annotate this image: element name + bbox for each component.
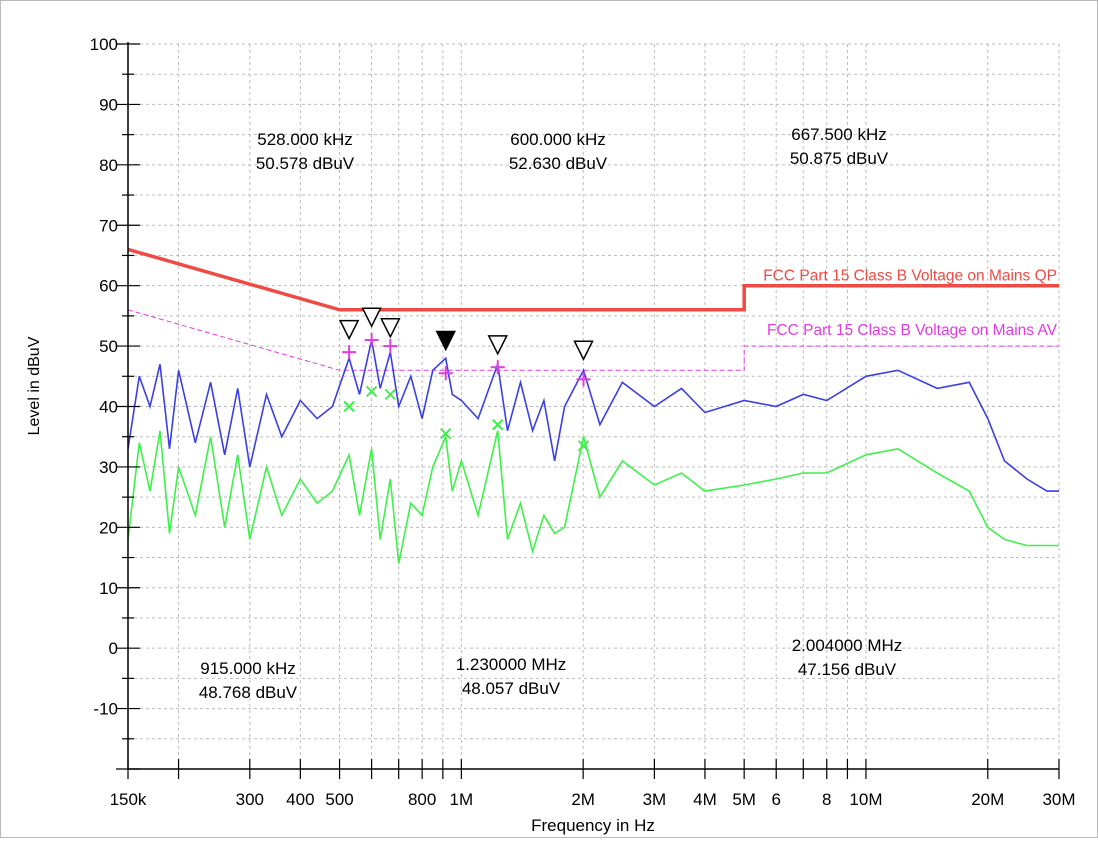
- peak-annotation-frequency: 600.000 kHz: [510, 130, 605, 149]
- x-tick-label: 300: [236, 790, 264, 809]
- peak-annotation-frequency: 528.000 kHz: [257, 130, 352, 149]
- x-tick-label: 10M: [849, 790, 882, 809]
- peak-annotations: 528.000 kHz 50.578 dBuV 600.000 kHz 52.630 …: [199, 125, 902, 702]
- y-tick-label: 80: [99, 156, 118, 175]
- y-tick-label: 40: [99, 398, 118, 417]
- x-tick-label: 800: [408, 790, 436, 809]
- limit-line-av: [127, 309, 1059, 371]
- limit-label-qp: FCC Part 15 Class B Voltage on Mains QP: [763, 268, 1057, 285]
- limit-label-av: FCC Part 15 Class B Voltage on Mains AV: [767, 322, 1058, 339]
- x-tick-label: 8: [822, 790, 831, 809]
- av-marker: [577, 440, 590, 452]
- peak-annotation-level: 50.875 dBuV: [790, 149, 889, 168]
- peak-annotation-level: 48.057 dBuV: [462, 679, 561, 698]
- y-tick-label: 90: [99, 95, 118, 114]
- peak-annotation-frequency: 2.004000 MHz: [792, 636, 903, 655]
- x-tick-label: 5M: [732, 790, 756, 809]
- y-tick-label: 10: [99, 579, 118, 598]
- av-marker: [440, 427, 452, 440]
- av-marker: [343, 400, 355, 413]
- x-tick-label: 30M: [1042, 790, 1075, 809]
- x-tick-label: 500: [325, 790, 353, 809]
- y-tick-label: 20: [99, 518, 118, 537]
- peak-annotation-frequency: 667.500 kHz: [791, 125, 886, 144]
- peak-marker-triangle: [380, 318, 401, 339]
- peak-annotation-level: 52.630 dBuV: [509, 154, 608, 173]
- x-tick-label: 400: [286, 790, 314, 809]
- y-tick-label: 50: [99, 337, 118, 356]
- x-tick-label: 1M: [450, 790, 474, 809]
- y-tick-label: 70: [99, 216, 118, 235]
- limit-line-qp: [127, 247, 1059, 312]
- x-tick-label: 3M: [643, 790, 667, 809]
- peak-markers: [338, 307, 594, 452]
- x-tick-label: 4M: [693, 790, 717, 809]
- limit-lines: [127, 247, 1059, 371]
- x-tick-label: 150k: [110, 790, 147, 809]
- y-tick-label: 0: [109, 639, 118, 658]
- av-marker: [365, 385, 378, 398]
- peak-marker-triangle: [361, 307, 382, 328]
- x-axis-label: Frequency in Hz: [531, 816, 655, 835]
- peak-marker-triangle: [573, 340, 594, 361]
- peak-marker-triangle: [435, 330, 456, 352]
- x-tick-label: 6: [771, 790, 780, 809]
- av-marker: [492, 418, 504, 431]
- y-tick-label: 100: [90, 35, 118, 54]
- y-tick-label: 30: [99, 458, 118, 477]
- av-marker: [384, 388, 397, 401]
- peak-annotation-frequency: 915.000 kHz: [200, 659, 295, 678]
- y-axis-label: Level in dBuV: [26, 336, 43, 435]
- series-traces: [127, 339, 1059, 564]
- peak-annotation-frequency: 1.230000 MHz: [456, 655, 567, 674]
- series-trace-1: [127, 430, 1059, 564]
- x-tick-label: 2M: [571, 790, 595, 809]
- x-tick-label: 20M: [971, 790, 1004, 809]
- y-tick-label: -10: [93, 700, 118, 719]
- series-trace-0: [127, 339, 1059, 492]
- grid: [128, 43, 1060, 770]
- peak-annotation-level: 48.768 dBuV: [199, 683, 298, 702]
- peak-marker-triangle: [338, 319, 360, 341]
- peak-annotation-level: 47.156 dBuV: [798, 660, 897, 679]
- peak-annotation-level: 50.578 dBuV: [256, 154, 355, 173]
- peak-marker-triangle: [487, 335, 508, 356]
- y-tick-label: 60: [99, 277, 118, 296]
- limit-labels: FCC Part 15 Class B Voltage on Mains QP F…: [763, 268, 1057, 339]
